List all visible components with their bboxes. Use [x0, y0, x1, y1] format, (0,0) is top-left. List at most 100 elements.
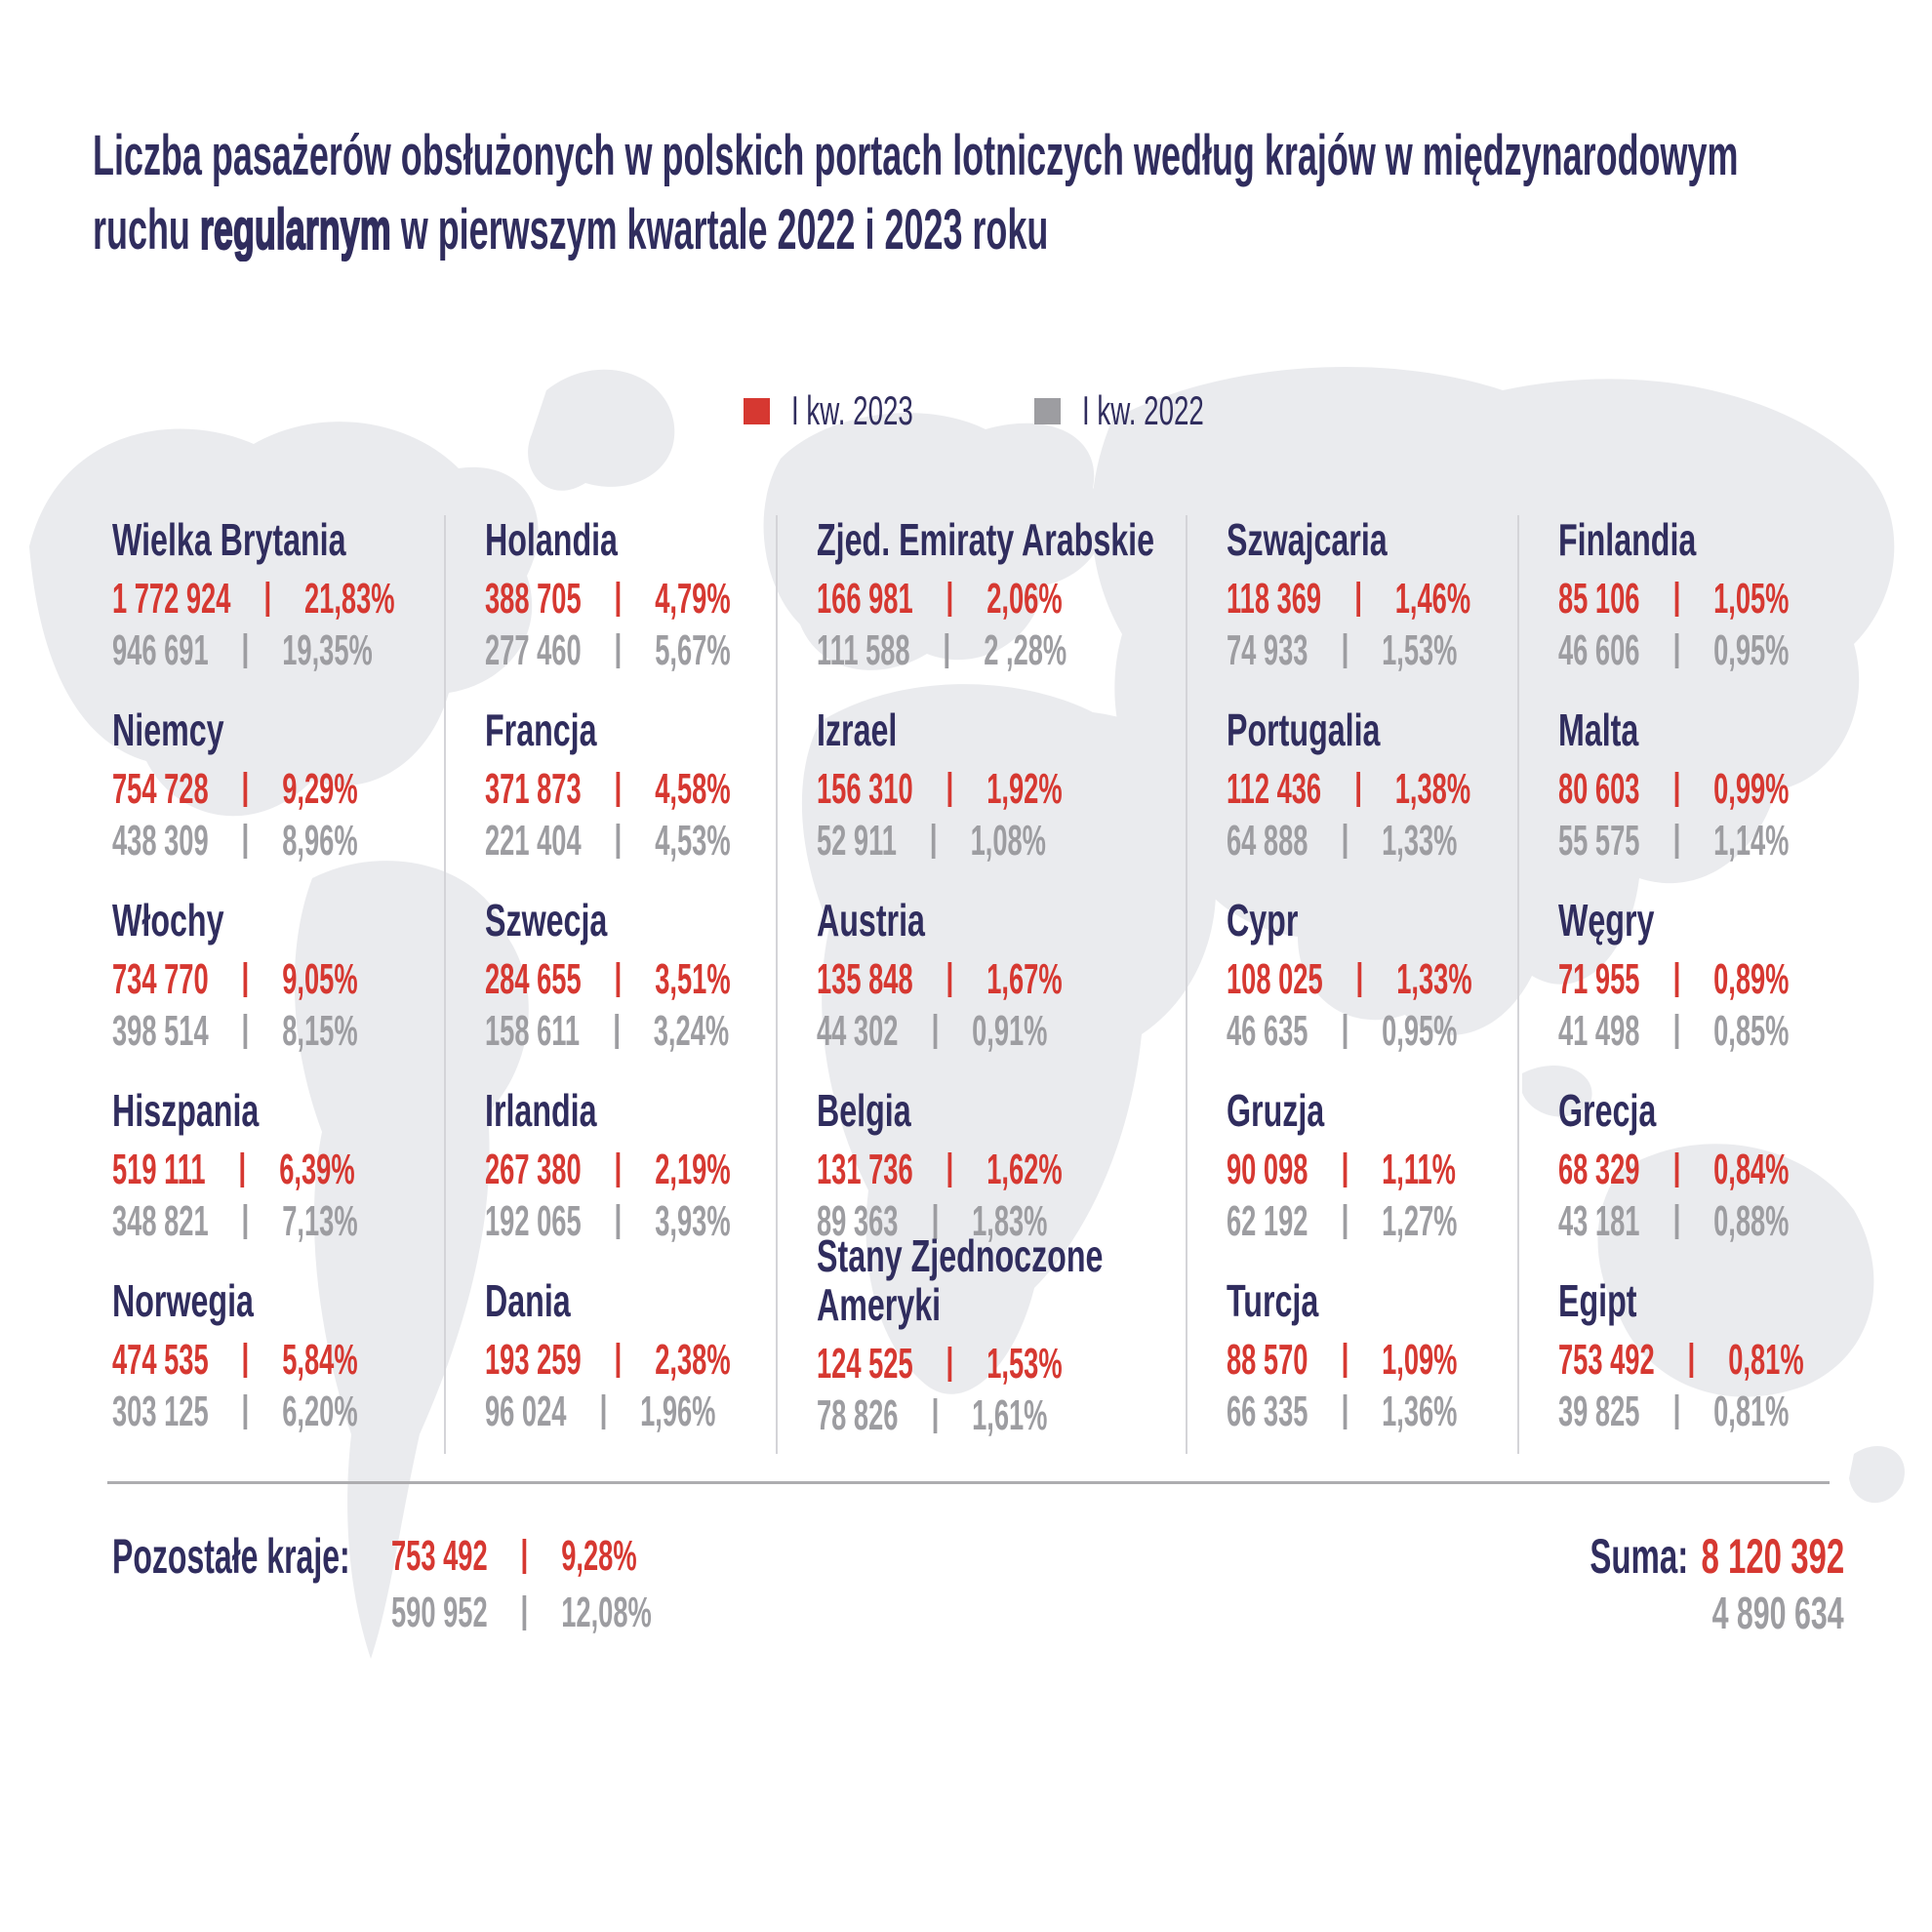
divider-rule — [107, 1481, 1830, 1484]
country-2022-value: 66 335 — [1227, 1388, 1308, 1435]
country-2022-row: 946 691 19,35% — [112, 624, 373, 676]
country-2023-value: 88 570 — [1227, 1336, 1308, 1384]
country-2022-row: 192 065 3,93% — [485, 1195, 731, 1247]
map-shape-greenland — [528, 369, 675, 491]
separator-bar — [616, 1203, 621, 1239]
title-line-2: ruchu regularnym w pierwszym kwartale 20… — [93, 193, 1048, 267]
country-name: Wielka Brytania — [112, 514, 346, 565]
country-block: Szwecja 284 655 3,51% 158 611 3,24% — [485, 896, 776, 1086]
country-2023-share: 5,84% — [282, 1336, 358, 1384]
separator-bar — [931, 823, 936, 859]
separator-bar — [601, 1393, 606, 1429]
country-2023-share: 1,67% — [986, 955, 1063, 1003]
country-2023-row: 88 570 1,09% — [1227, 1334, 1457, 1386]
country-2023-value: 388 705 — [485, 575, 582, 623]
country-2023-row: 267 380 2,19% — [485, 1144, 731, 1195]
map-shape-new-zealand — [1849, 1445, 1905, 1504]
country-2023-row: 80 603 0,99% — [1558, 763, 1789, 815]
country-name: Dania — [485, 1275, 571, 1326]
country-column-5: Finlandia 85 106 1,05% 46 606 0,95% Malt… — [1517, 515, 1844, 1454]
country-block: Portugalia 112 436 1,38% 64 888 1,33% — [1227, 705, 1517, 896]
country-2022-value: 41 498 — [1558, 1007, 1640, 1055]
country-2022-share: 0,85% — [1713, 1007, 1790, 1055]
country-2023-share: 0,99% — [1713, 765, 1790, 813]
country-2023-value: 193 259 — [485, 1336, 582, 1384]
total-label: Suma: — [1590, 1529, 1688, 1584]
country-block: Egipt 753 492 0,81% 39 825 0,81% — [1558, 1276, 1844, 1467]
country-2023-share: 6,39% — [279, 1146, 355, 1193]
country-2022-value: 348 821 — [112, 1197, 209, 1245]
country-2023-share: 1,09% — [1382, 1336, 1458, 1384]
country-2022-row: 64 888 1,33% — [1227, 815, 1457, 866]
country-2023-row: 135 848 1,67% — [817, 953, 1063, 1005]
country-2022-share: 6,20% — [282, 1388, 358, 1435]
country-2022-value: 158 611 — [485, 1007, 581, 1055]
country-block: Grecja 68 329 0,84% 43 181 0,88% — [1558, 1086, 1844, 1276]
title-line-2-post: w pierwszym kwartale 2022 i 2023 roku — [390, 198, 1049, 262]
country-2022-row: 66 335 1,36% — [1227, 1386, 1457, 1437]
country-2022-value: 64 888 — [1227, 817, 1308, 865]
country-name: Austria — [817, 895, 925, 946]
country-2022-share: 0,95% — [1382, 1007, 1458, 1055]
country-name: Stany Zjednoczone Ameryki — [817, 1230, 1104, 1330]
country-2023-value: 85 106 — [1558, 575, 1640, 623]
country-name: Hiszpania — [112, 1085, 260, 1136]
separator-bar — [947, 1346, 952, 1382]
separator-bar — [243, 1342, 248, 1378]
country-2022-value: 52 911 — [817, 817, 897, 865]
country-2023-share: 0,81% — [1728, 1336, 1804, 1384]
country-2022-share: 1,08% — [970, 817, 1046, 865]
separator-bar — [933, 1203, 938, 1239]
country-2022-share: 0,91% — [972, 1007, 1048, 1055]
other-countries-2022-value: 590 952 — [391, 1589, 488, 1636]
separator-bar — [1343, 1151, 1348, 1187]
country-2022-row: 44 302 0,91% — [817, 1005, 1047, 1057]
country-2023-row: 166 981 2,06% — [817, 573, 1063, 624]
other-countries-label: Pozostałe kraje: — [112, 1529, 350, 1584]
country-2023-value: 118 369 — [1227, 575, 1322, 623]
country-column-4: Szwajcaria 118 369 1,46% 74 933 1,53% Po… — [1186, 515, 1517, 1454]
legend-swatch-2023 — [744, 397, 770, 424]
country-name: Francja — [485, 704, 597, 755]
separator-bar — [1343, 1342, 1348, 1378]
separator-bar — [945, 632, 949, 668]
country-block: Finlandia 85 106 1,05% 46 606 0,95% — [1558, 515, 1844, 705]
country-2023-value: 1 772 924 — [112, 575, 231, 623]
country-2023-row: 118 369 1,46% — [1227, 573, 1470, 624]
country-2022-row: 158 611 3,24% — [485, 1005, 729, 1057]
country-2023-row: 474 535 5,84% — [112, 1334, 358, 1386]
separator-bar — [243, 961, 248, 997]
separator-bar — [1343, 1203, 1348, 1239]
country-2022-row: 39 825 0,81% — [1558, 1386, 1789, 1437]
country-2022-value: 39 825 — [1558, 1388, 1640, 1435]
country-2022-row: 438 309 8,96% — [112, 815, 358, 866]
country-2022-share: 4,53% — [655, 817, 731, 865]
other-countries-2022-share: 12,08% — [561, 1589, 652, 1636]
separator-bar — [1674, 961, 1679, 997]
legend-item-2023: I kw. 2023 — [744, 388, 976, 433]
separator-bar — [243, 1393, 248, 1429]
country-2022-value: 43 181 — [1558, 1197, 1640, 1245]
separator-bar — [947, 961, 952, 997]
separator-bar — [1674, 1013, 1679, 1049]
country-block: Gruzja 90 098 1,11% 62 192 1,27% — [1227, 1086, 1517, 1276]
separator-bar — [1674, 632, 1679, 668]
country-2022-share: 8,96% — [282, 817, 358, 865]
country-2023-share: 2,19% — [655, 1146, 731, 1193]
country-2022-value: 438 309 — [112, 817, 209, 865]
country-block: Zjed. Emiraty Arabskie 166 981 2,06% 111… — [817, 515, 1186, 705]
country-2023-value: 112 436 — [1227, 765, 1322, 813]
separator-bar — [1343, 632, 1348, 668]
country-block: Cypr 108 025 1,33% 46 635 0,95% — [1227, 896, 1517, 1086]
country-block: Malta 80 603 0,99% 55 575 1,14% — [1558, 705, 1844, 896]
separator-bar — [1356, 581, 1360, 617]
country-2023-value: 267 380 — [485, 1146, 582, 1193]
page-title: Liczba pasażerów obsłużonych w polskich … — [93, 119, 1932, 267]
country-name: Malta — [1558, 704, 1639, 755]
country-2022-row: 52 911 1,08% — [817, 815, 1046, 866]
title-line-2-bold: regularnym — [199, 197, 391, 262]
country-block: Austria 135 848 1,67% 44 302 0,91% — [817, 896, 1186, 1086]
country-2022-value: 277 460 — [485, 626, 582, 674]
country-2022-share: 0,88% — [1713, 1197, 1790, 1245]
country-2022-share: 1,53% — [1382, 626, 1458, 674]
